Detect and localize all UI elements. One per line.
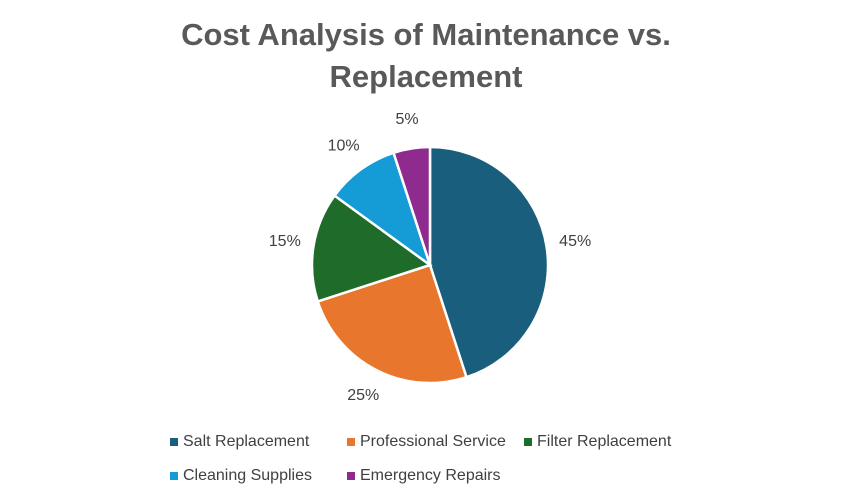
- data-label: 15%: [269, 233, 301, 250]
- legend-label: Emergency Repairs: [360, 467, 501, 484]
- legend-label: Filter Replacement: [537, 433, 672, 450]
- legend-label: Professional Service: [360, 433, 506, 450]
- legend-swatch: [170, 438, 178, 446]
- legend-swatch: [347, 438, 355, 446]
- pie-slice: [332, 151, 433, 269]
- pie-slice: [316, 263, 469, 385]
- legend-swatch: [524, 438, 532, 446]
- data-label: 25%: [347, 387, 379, 404]
- legend-swatch: [170, 472, 178, 480]
- chart-title: Cost Analysis of Maintenance vs. Replace…: [181, 17, 671, 94]
- pie-slice: [310, 193, 433, 304]
- legend-label: Salt Replacement: [183, 433, 310, 450]
- legend-label: Cleaning Supplies: [183, 467, 312, 484]
- data-label: 10%: [328, 137, 360, 154]
- data-label: 5%: [395, 111, 418, 128]
- pie-slice: [391, 145, 432, 266]
- legend-swatch: [347, 472, 355, 480]
- data-label: 45%: [559, 233, 591, 250]
- pie-slice: [428, 145, 550, 379]
